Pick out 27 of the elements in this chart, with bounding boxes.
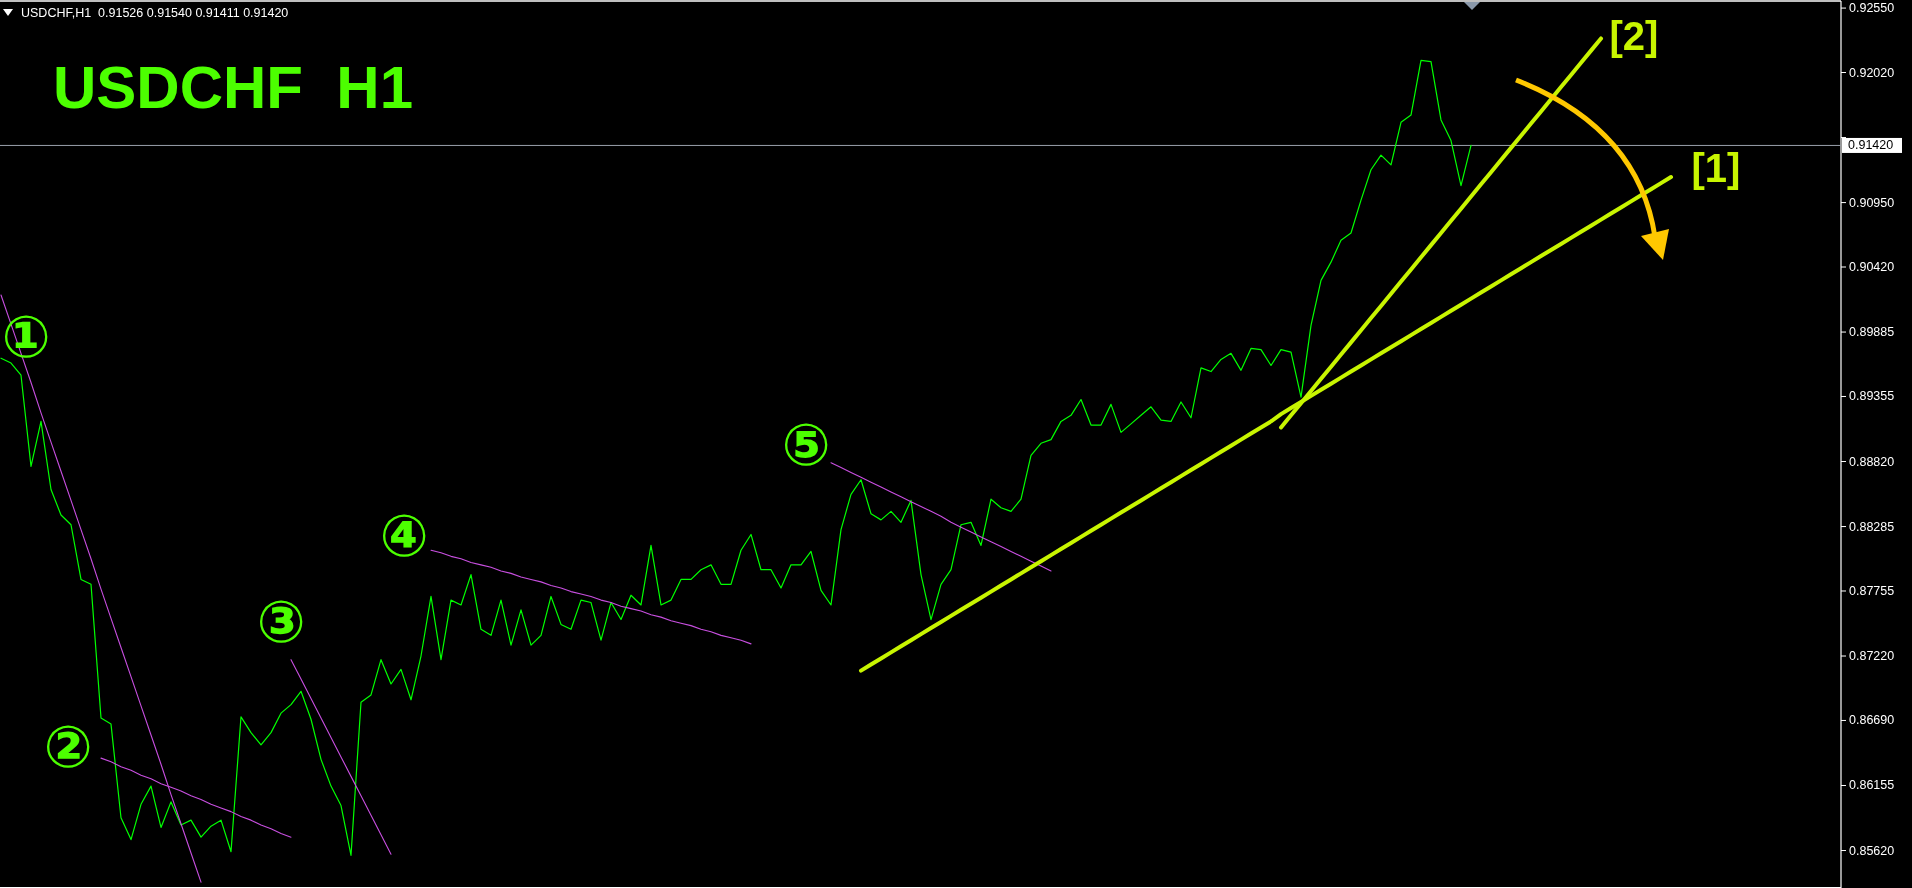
line-series (830, 462, 1052, 572)
y-tick-label: 0.89885 (1849, 325, 1895, 340)
series-label: ② (43, 713, 93, 782)
series-label: ④ (379, 502, 429, 571)
y-tick-label: 0.90420 (1849, 260, 1895, 275)
ref-line-label: 0.91420 (1848, 138, 1894, 153)
series-label: ① (1, 302, 51, 371)
line-series (0, 59, 1472, 856)
y-tick-label: 0.88820 (1849, 454, 1895, 469)
series-label: [2] (1609, 14, 1659, 59)
series-label: ⑤ (781, 410, 831, 479)
annotation: USDCHF,H1 0.91526 0.91540 0.91411 0.91420 (21, 6, 289, 20)
y-tick-label: 0.86155 (1849, 778, 1895, 793)
y-tick-label: 0.86690 (1849, 713, 1895, 728)
y-tick-label: 0.90950 (1849, 195, 1895, 210)
y-tick-label: 0.92020 (1849, 65, 1895, 80)
line-series (290, 659, 392, 855)
y-tick-label: 0.92550 (1849, 1, 1895, 16)
y-tick-label: 0.85620 (1849, 843, 1895, 858)
series-label: [1] (1691, 146, 1741, 191)
text: USDCHF H1 (53, 54, 414, 121)
y-tick-label: 0.88285 (1849, 519, 1895, 534)
y-tick-label: 0.87755 (1849, 583, 1895, 598)
series-label: ③ (256, 587, 306, 656)
line-series (430, 549, 752, 645)
y-tick-label: 0.89355 (1849, 389, 1895, 404)
y-tick-label: 0.87220 (1849, 649, 1895, 664)
